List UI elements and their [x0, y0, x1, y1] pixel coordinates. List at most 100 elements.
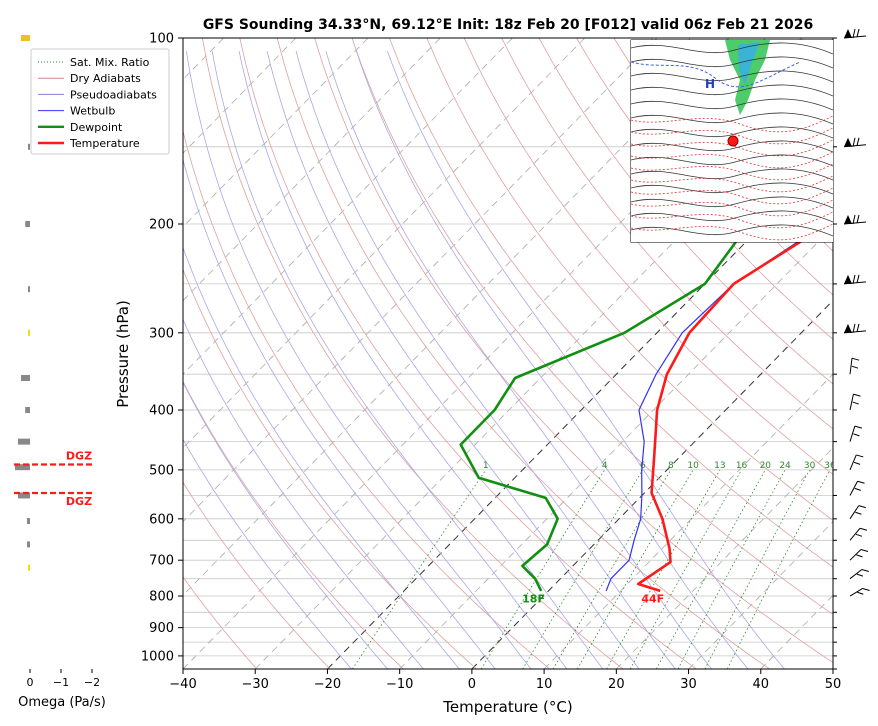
- thickness-contour: [631, 175, 833, 193]
- omega-bar: [21, 35, 30, 41]
- dry-adiabat: [183, 129, 550, 669]
- mixing-ratio-label: 4: [602, 461, 608, 471]
- barb-feather: [859, 527, 868, 531]
- y-tick-label: 200: [149, 218, 174, 233]
- y-axis-label: Pressure (hPa): [114, 300, 132, 408]
- barb-staff: [849, 569, 863, 580]
- dry-adiabat: [426, 38, 833, 521]
- dry-adiabat: [183, 481, 331, 669]
- mixing-ratio-line: [552, 469, 672, 669]
- dry-adiabat: [183, 380, 404, 669]
- legend-label: Pseudoadiabats: [70, 88, 157, 101]
- dry-adiabat: [538, 38, 833, 385]
- dry-adiabat: [183, 576, 258, 669]
- dry-adiabat: [239, 38, 697, 669]
- x-tick-label: −10: [386, 677, 413, 692]
- y-tick-label: 700: [149, 554, 174, 569]
- plot-frame: [182, 37, 834, 670]
- dry-adiabat: [276, 38, 770, 669]
- mixing-ratio-line: [677, 469, 786, 669]
- barb-feather: [851, 365, 859, 369]
- thickness-contour: [631, 211, 833, 229]
- isotherm: [183, 38, 730, 596]
- barb-feather: [855, 511, 862, 515]
- wind-barb: [843, 137, 867, 148]
- omega-bar: [25, 221, 30, 228]
- barb-feather: [853, 433, 860, 437]
- barb-feather: [852, 323, 856, 333]
- y-tick-label: 300: [149, 326, 174, 341]
- legend-label: Temperature: [69, 137, 140, 150]
- ticks-layer: −40 −30 −20 −10 0 10 20 30 40 50 100 200 300 400 500 60…: [141, 32, 841, 693]
- omega-tick-label: −2: [84, 676, 100, 689]
- wind-barb: [843, 214, 867, 225]
- omega-bar: [18, 438, 30, 445]
- isobar-contour: [631, 56, 833, 69]
- isotherm: [327, 152, 833, 669]
- pseudoadiabat: [183, 158, 496, 669]
- wind-barb: [849, 505, 866, 520]
- isotherm: [616, 447, 833, 669]
- barb-feather: [856, 137, 860, 146]
- barb-flag: [844, 29, 852, 38]
- freezing-contour: [631, 61, 801, 88]
- barb-feather: [851, 357, 860, 361]
- dry-adiabat: [202, 38, 624, 669]
- barb-flag: [844, 137, 852, 147]
- thickness-contour: [631, 187, 833, 205]
- isobar-contour: [631, 98, 833, 111]
- wind-barb: [849, 527, 868, 541]
- barb-feather: [856, 274, 860, 284]
- isobar-contour: [631, 154, 833, 167]
- x-tick-label: −40: [169, 677, 196, 692]
- isotherm: [471, 299, 833, 669]
- barb-flag: [844, 274, 852, 284]
- mixing-ratio-label: 1: [483, 461, 489, 471]
- mixing-ratio-line: [352, 469, 487, 669]
- wind-barb: [849, 393, 861, 411]
- dry-adiabat: [576, 38, 833, 340]
- omega-bar: [15, 464, 30, 471]
- isotherm: [183, 38, 658, 523]
- barb-feather: [855, 533, 863, 537]
- isotherm: [543, 373, 833, 669]
- y-tick-label: 600: [149, 512, 174, 527]
- barb-feather: [854, 487, 861, 491]
- mixing-ratio-label: 16: [736, 461, 748, 471]
- barb-feather: [862, 588, 870, 591]
- pseudoadiabat: [356, 50, 749, 669]
- isotherm: [688, 521, 833, 669]
- barb-staff: [849, 588, 863, 597]
- x-tick-label: −20: [314, 677, 341, 692]
- mixing-ratio-label: 8: [668, 461, 674, 471]
- isobar-contour: [631, 84, 833, 97]
- wind-barb: [849, 480, 865, 496]
- omega-tick-label: −1: [53, 676, 69, 689]
- thickness-contour: [631, 139, 833, 157]
- isobar-contour: [631, 42, 833, 55]
- thickness-contour: [631, 199, 833, 217]
- series-dewpoint: [459, 127, 833, 592]
- barb-feather: [852, 28, 856, 39]
- pseudoadiabat: [325, 50, 712, 669]
- legend-label: Sat. Mix. Ratio: [70, 56, 150, 69]
- omega-bar: [28, 143, 30, 150]
- barb-staff: [849, 394, 854, 411]
- x-tick-label: 50: [825, 677, 842, 692]
- dgz-label: DGZ: [66, 449, 92, 462]
- omega-bar: [18, 492, 30, 499]
- dry-adiabat: [501, 38, 833, 430]
- dry-adiabat: [314, 38, 833, 664]
- barb-feather: [856, 323, 860, 332]
- barb-feather: [856, 214, 860, 224]
- wind-barb: [843, 323, 867, 334]
- barb-feather: [860, 549, 869, 552]
- mixing-ratio-line: [522, 469, 644, 669]
- barb-staff: [849, 425, 856, 442]
- high-pressure-symbol: H: [705, 77, 715, 91]
- barb-staff: [849, 454, 857, 471]
- surface-label: 44F: [641, 593, 664, 606]
- barb-feather: [856, 554, 863, 558]
- pseudoadiabat: [211, 51, 568, 669]
- omega-bar: [21, 374, 30, 381]
